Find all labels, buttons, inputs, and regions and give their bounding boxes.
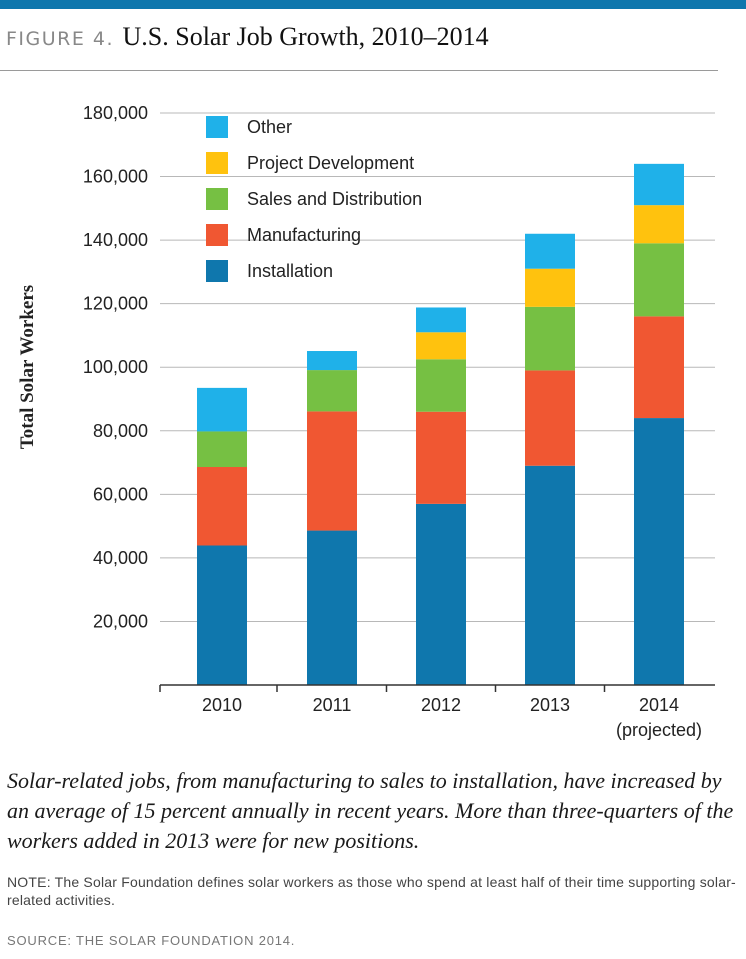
bar-2013-other — [525, 233, 575, 269]
top-accent-bar — [0, 0, 746, 9]
bar-2013-project-development — [525, 268, 575, 307]
y-tick-label: 80,000 — [93, 421, 148, 441]
y-tick-label: 100,000 — [83, 357, 148, 377]
y-tick-labels: 20,000 40,000 60,000 80,000 100,000 120,000 14… — [83, 103, 148, 631]
legend-swatch-sales-and-distribution — [206, 188, 228, 210]
legend-label-manufacturing: Manufacturing — [247, 225, 361, 245]
bar-2010-installation — [197, 545, 247, 685]
figure-label: FIGURE 4. — [6, 28, 115, 50]
legend-swatch-manufacturing — [206, 224, 228, 246]
y-tick-label: 40,000 — [93, 548, 148, 568]
y-tick-label: 20,000 — [93, 611, 148, 631]
bar-stacks — [197, 163, 684, 685]
legend-swatch-project-development — [206, 152, 228, 174]
title-divider — [0, 70, 718, 71]
y-tick-label: 120,000 — [83, 294, 148, 314]
bar-2014-sales-and-distribution — [634, 243, 684, 317]
x-tick-label: 2011 — [313, 695, 352, 715]
bar-2012-sales-and-distribution — [416, 359, 466, 412]
y-axis-label: Total Solar Workers — [17, 285, 38, 449]
stacked-bar-chart: 20,000 40,000 60,000 80,000 100,000 120,000 14… — [17, 103, 715, 740]
bar-2014-installation — [634, 418, 684, 685]
x-tick-label: 2010 — [202, 695, 242, 715]
bar-2011-sales-and-distribution — [307, 370, 357, 412]
legend-swatch-installation — [206, 260, 228, 282]
bar-2010-other — [197, 387, 247, 432]
bar-2011-other — [307, 351, 357, 371]
x-tick-label: 2014 — [639, 695, 679, 715]
bar-2014-project-development — [634, 205, 684, 244]
axes — [159, 684, 715, 692]
bar-2012-other — [416, 307, 466, 333]
bar-2013-sales-and-distribution — [525, 306, 575, 371]
figure-note: NOTE: The Solar Foundation defines solar… — [7, 874, 736, 908]
bar-2014-manufacturing — [634, 316, 684, 419]
figure-source: SOURCE: THE SOLAR FOUNDATION 2014. — [7, 933, 296, 948]
legend-label-project-development: Project Development — [247, 153, 414, 173]
bar-2013-manufacturing — [525, 370, 575, 466]
bar-2010-manufacturing — [197, 467, 247, 546]
figure-heading: FIGURE 4. U.S. Solar Job Growth, 2010–20… — [6, 22, 489, 52]
legend-swatch-other — [206, 116, 228, 138]
x-tick-label: 2012 — [421, 695, 461, 715]
bar-2011-installation — [307, 530, 357, 685]
bar-2010-sales-and-distribution — [197, 431, 247, 468]
bar-2012-manufacturing — [416, 411, 466, 504]
y-tick-label: 160,000 — [83, 167, 148, 187]
legend: Other Project Development Sales and Distri… — [206, 116, 422, 282]
legend-label-other: Other — [247, 117, 292, 137]
x-tick-label: 2013 — [530, 695, 570, 715]
bar-2012-project-development — [416, 332, 466, 360]
x-tick-sublabel: (projected) — [616, 720, 702, 740]
y-tick-label: 180,000 — [83, 103, 148, 123]
y-tick-label: 60,000 — [93, 484, 148, 504]
legend-label-installation: Installation — [247, 261, 333, 281]
x-tick-labels: 2010 2011 2012 2013 2014 (projected) — [202, 695, 702, 740]
legend-label-sales-and-distribution: Sales and Distribution — [247, 189, 422, 209]
bar-2013-installation — [525, 465, 575, 685]
figure-title: U.S. Solar Job Growth, 2010–2014 — [122, 22, 489, 51]
bar-2014-other — [634, 163, 684, 206]
figure-caption: Solar-related jobs, from manufacturing t… — [7, 768, 734, 853]
bar-2011-manufacturing — [307, 411, 357, 531]
bar-2012-installation — [416, 503, 466, 685]
y-tick-label: 140,000 — [83, 230, 148, 250]
